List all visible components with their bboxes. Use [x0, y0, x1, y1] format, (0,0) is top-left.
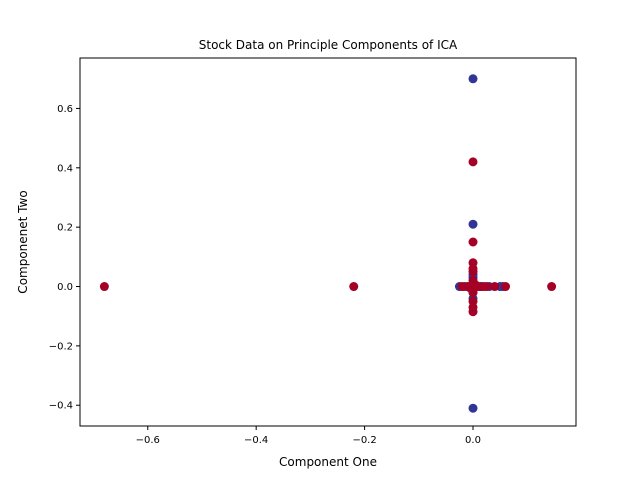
scatter-point-0-1	[468, 219, 478, 229]
x-tick-label: −0.2	[352, 435, 376, 446]
scatter-point-1-2	[547, 282, 557, 292]
y-tick-label: 0.4	[57, 163, 73, 174]
scatter-point-1-20	[490, 282, 500, 292]
data-points	[99, 74, 557, 413]
plot-frame	[79, 57, 577, 427]
x-tick-label: −0.4	[244, 435, 268, 446]
x-tick-label: 0.0	[465, 435, 481, 446]
y-axis-label: Componenet Two	[16, 190, 30, 293]
y-tick-label: 0.6	[57, 104, 73, 115]
scatter-point-1-5	[468, 237, 478, 247]
scatter-point-1-14	[468, 307, 478, 317]
scatter-point-1-19	[482, 282, 492, 292]
scatter-point-1-3	[501, 282, 511, 292]
scatter-point-0-2	[468, 403, 478, 413]
scatter-point-1-22	[465, 283, 475, 293]
scatter-point-0-0	[468, 74, 478, 84]
x-axis-ticks: −0.6 −0.4 −0.2 0.0	[136, 426, 481, 446]
y-tick-label: −0.2	[49, 341, 73, 352]
scatter-point-1-1	[349, 282, 359, 292]
y-tick-label: 0.0	[57, 282, 73, 293]
scatter-point-1-0	[99, 282, 109, 292]
x-axis-label: Component One	[279, 455, 377, 469]
y-tick-label: −0.4	[49, 401, 73, 412]
scatter-point-1-8	[468, 267, 478, 277]
chart-title: Stock Data on Principle Components of IC…	[199, 38, 458, 52]
scatter-point-1-4	[468, 157, 478, 167]
x-tick-label: −0.6	[136, 435, 160, 446]
y-tick-label: 0.2	[57, 223, 73, 234]
y-axis-ticks: −0.4 −0.2 0.0 0.2 0.4 0.6	[49, 104, 80, 412]
